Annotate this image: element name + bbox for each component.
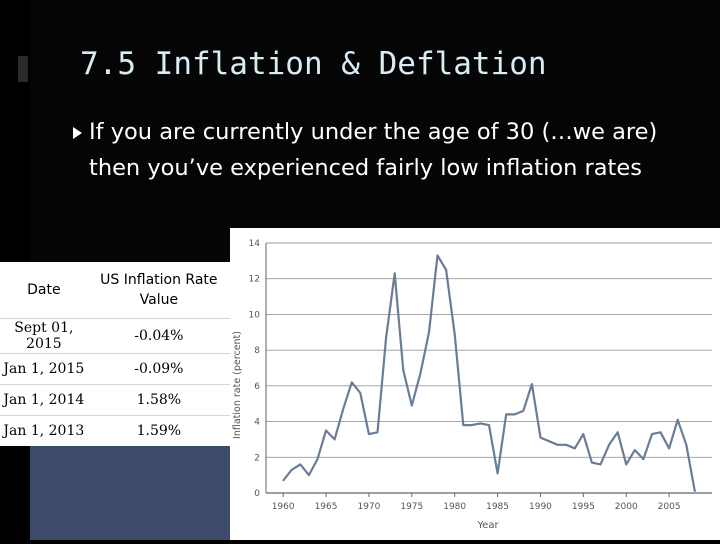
data-point: [333, 438, 336, 441]
y-tick-label: 12: [249, 275, 260, 285]
x-tick-label: 1990: [529, 502, 552, 512]
table-row: Jan 1, 2013 1.59%: [0, 415, 230, 446]
x-tick-label: 1965: [315, 502, 338, 512]
data-point: [548, 440, 550, 443]
y-tick-label: 8: [254, 346, 260, 356]
data-point: [308, 474, 310, 476]
data-point: [582, 433, 585, 435]
column-header-date: Date: [27, 282, 61, 298]
x-tick-label: 1960: [272, 502, 295, 512]
data-point: [479, 422, 482, 425]
rate-cell: -0.04%: [87, 318, 230, 354]
x-tick-label: 1980: [443, 502, 466, 512]
data-point: [694, 490, 696, 493]
x-axis-label: Year: [476, 520, 499, 531]
bullet-arrow-icon: [73, 127, 82, 139]
rate-cell: 1.59%: [87, 415, 230, 446]
bullet-text: If you are currently under the age of 30…: [89, 119, 658, 181]
data-point: [411, 404, 413, 407]
inflation-table: Date US Inflation Rate Value Sept 01, 20…: [0, 262, 230, 446]
series-line: [282, 254, 696, 492]
date-cell: Jan 1, 2013: [0, 415, 88, 446]
x-tick-label: 1995: [572, 502, 595, 512]
data-point: [402, 368, 405, 371]
data-point: [522, 410, 525, 412]
data-point: [668, 447, 670, 450]
data-point: [685, 443, 688, 446]
data-point: [505, 413, 507, 416]
y-axis-label: Inflation rate (percent): [232, 331, 243, 439]
data-point: [531, 383, 533, 385]
x-tick-label: 1975: [400, 502, 423, 512]
data-point: [488, 424, 490, 426]
data-point: [565, 443, 567, 446]
data-point: [513, 413, 516, 416]
date-cell: Jan 1, 2014: [0, 384, 88, 416]
data-point: [428, 331, 430, 334]
data-point: [376, 431, 379, 434]
x-tick-label: 1985: [486, 502, 509, 512]
data-point: [453, 333, 456, 335]
data-point: [539, 436, 542, 439]
data-point: [419, 372, 422, 375]
data-point: [625, 463, 628, 466]
x-tick-label: 1970: [357, 502, 380, 512]
data-point: [325, 429, 327, 432]
y-tick-label: 4: [254, 418, 260, 428]
data-point: [651, 433, 653, 435]
data-point: [342, 408, 344, 410]
date-cell: Sept 01, 2015: [0, 318, 88, 354]
table-header-row: Date US Inflation Rate Value: [0, 262, 230, 319]
data-point: [642, 458, 645, 460]
y-tick-label: 6: [254, 382, 260, 392]
x-tick-label: 2000: [615, 502, 638, 512]
decorative-bar: [30, 430, 232, 540]
date-cell: Jan 1, 2015: [0, 353, 88, 385]
title-marker: [18, 56, 28, 82]
data-point: [599, 463, 602, 466]
data-point: [462, 424, 465, 426]
column-header-rate: US Inflation Rate Value: [100, 272, 218, 308]
data-point: [368, 433, 370, 435]
data-point: [616, 431, 619, 434]
data-point: [471, 424, 473, 426]
data-point: [573, 447, 576, 450]
data-point: [393, 272, 396, 275]
data-point: [385, 336, 387, 339]
data-point: [299, 463, 302, 466]
data-point: [608, 443, 610, 446]
data-point: [496, 472, 499, 475]
x-tick-label: 2005: [658, 502, 681, 512]
y-tick-label: 14: [249, 239, 261, 249]
rate-cell: 1.58%: [87, 384, 230, 416]
table-row: Sept 01, 2015 -0.04%: [0, 318, 230, 354]
data-point: [659, 431, 662, 434]
data-point: [350, 381, 353, 384]
data-point: [436, 254, 439, 257]
inflation-chart: 0 2 4 6 8 10 12 14 1960 1965 1970 1975 1980 1985 1990 1…: [232, 239, 712, 531]
data-point: [634, 449, 636, 451]
data-point: [676, 418, 679, 421]
y-tick-label: 10: [249, 310, 261, 320]
chart-container: 0 2 4 6 8 10 12 14 1960 1965 1970 1975 1980 1985 1990 1…: [230, 228, 720, 540]
y-tick-label: 2: [254, 453, 260, 463]
data-point: [282, 479, 284, 482]
table-row: Jan 1, 2015 -0.09%: [0, 353, 230, 385]
data-point: [445, 268, 447, 271]
data-point: [290, 468, 293, 471]
table-row: Jan 1, 2014 1.58%: [0, 384, 230, 416]
data-point: [591, 461, 593, 464]
data-point: [556, 443, 559, 446]
data-point: [359, 392, 362, 394]
slide-title: 7.5 Inflation & Deflation: [80, 46, 547, 82]
rate-cell: -0.09%: [87, 353, 230, 385]
data-point: [316, 458, 319, 460]
y-tick-label: 0: [254, 489, 260, 499]
